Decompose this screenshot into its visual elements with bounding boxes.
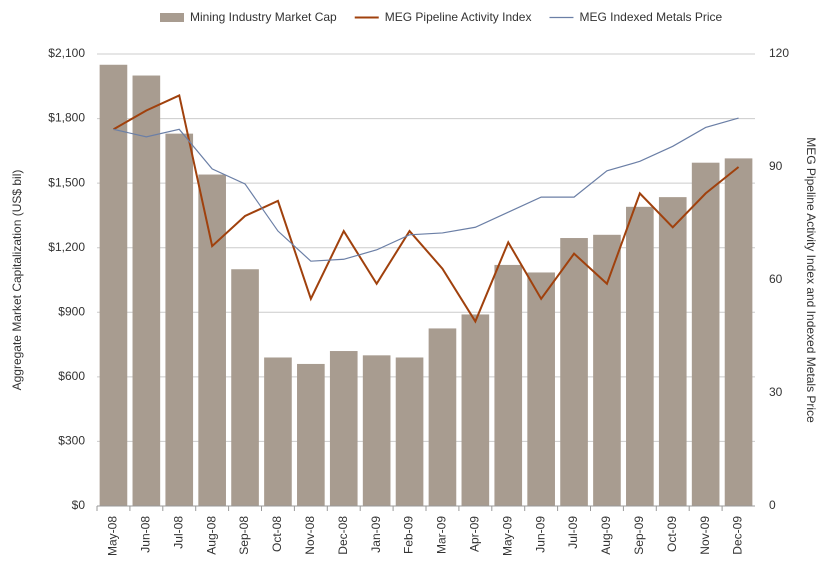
- bar: [527, 272, 555, 506]
- bar: [395, 357, 424, 506]
- x-tick-label: Mar-09: [435, 516, 449, 554]
- x-tick-label: Oct-09: [665, 516, 679, 552]
- bar: [461, 314, 490, 506]
- x-tick-label: Jul-08: [171, 516, 185, 549]
- y-tick-label: $900: [58, 304, 85, 318]
- y-tick-label: $1,200: [48, 240, 85, 254]
- x-tick-label: Aug-08: [204, 516, 218, 555]
- x-tick-label: Nov-08: [303, 516, 317, 555]
- bar: [231, 269, 259, 506]
- y-tick-label: $0: [72, 498, 86, 512]
- y2-tick-label: 0: [769, 498, 776, 512]
- x-tick-label: Sep-09: [632, 516, 646, 555]
- legend-swatch: [160, 13, 184, 22]
- y-axis-label: Aggregate Market Capitalization (US$ bil…: [10, 170, 24, 391]
- y2-axis-label: MEG Pipeline Activity Index and Indexed …: [804, 137, 818, 423]
- bar: [362, 355, 391, 506]
- y-tick-label: $2,100: [48, 46, 85, 60]
- x-tick-label: Feb-09: [402, 516, 416, 554]
- x-tick-label: Dec-08: [336, 516, 350, 555]
- bar: [494, 264, 523, 506]
- y-tick-label: $300: [58, 434, 85, 448]
- bar: [593, 234, 621, 507]
- x-tick-label: Jul-09: [566, 516, 580, 549]
- bar: [99, 64, 128, 506]
- bar: [165, 133, 194, 506]
- bar: [329, 351, 358, 506]
- x-tick-label: Apr-09: [468, 516, 482, 552]
- bar: [297, 363, 325, 506]
- bar: [428, 328, 457, 506]
- bar: [691, 162, 720, 506]
- bar: [264, 357, 292, 506]
- y2-tick-label: 120: [769, 46, 789, 60]
- bar: [132, 75, 161, 507]
- x-tick-label: Nov-09: [698, 516, 712, 555]
- bar: [560, 238, 588, 506]
- legend-label: Mining Industry Market Cap: [190, 10, 337, 24]
- line: [113, 117, 739, 262]
- legend-label: MEG Indexed Metals Price: [579, 10, 722, 24]
- bar: [198, 174, 226, 507]
- bar: [626, 206, 654, 507]
- x-tick-label: Jan-09: [369, 516, 383, 553]
- y2-tick-label: 30: [769, 385, 783, 399]
- y2-tick-label: 90: [769, 159, 783, 173]
- bar: [658, 197, 687, 506]
- x-tick-label: Sep-08: [237, 516, 251, 555]
- y-tick-label: $1,500: [48, 175, 85, 189]
- x-tick-label: Aug-09: [599, 516, 613, 555]
- x-tick-label: May-09: [500, 516, 514, 556]
- legend-label: MEG Pipeline Activity Index: [385, 10, 532, 24]
- line: [112, 94, 740, 324]
- x-tick-label: May-08: [106, 516, 120, 556]
- x-tick-label: Jun-08: [139, 516, 153, 553]
- x-tick-label: Jun-09: [533, 516, 547, 553]
- y-tick-label: $1,800: [48, 111, 85, 125]
- bar: [724, 158, 753, 506]
- x-tick-label: Oct-08: [270, 516, 284, 552]
- x-tick-label: Dec-09: [731, 516, 745, 555]
- y2-tick-label: 60: [769, 272, 783, 286]
- y-tick-label: $600: [58, 369, 85, 383]
